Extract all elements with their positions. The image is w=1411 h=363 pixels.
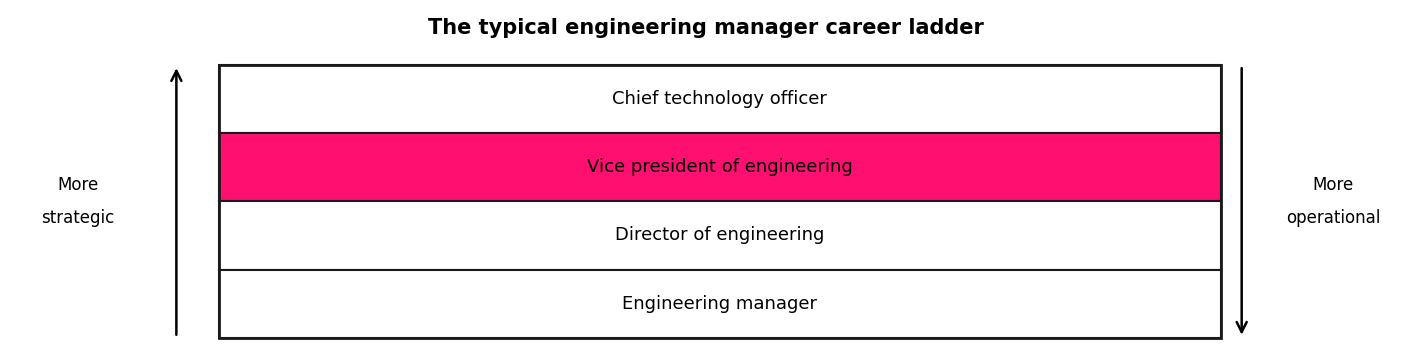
Text: Director of engineering: Director of engineering	[615, 227, 824, 245]
Bar	[219, 201, 1221, 269]
Text: operational: operational	[1287, 209, 1380, 227]
Text: Chief technology officer: Chief technology officer	[612, 90, 827, 109]
Text: Vice president of engineering: Vice president of engineering	[587, 158, 852, 176]
Text: Engineering manager: Engineering manager	[622, 294, 817, 313]
Bar	[219, 269, 1221, 338]
Text: The typical engineering manager career ladder: The typical engineering manager career l…	[428, 18, 983, 38]
Bar	[219, 134, 1221, 201]
Text: More: More	[56, 176, 99, 194]
Text: More: More	[1312, 176, 1355, 194]
Text: strategic: strategic	[41, 209, 114, 227]
Bar	[219, 65, 1221, 338]
Bar	[219, 65, 1221, 134]
